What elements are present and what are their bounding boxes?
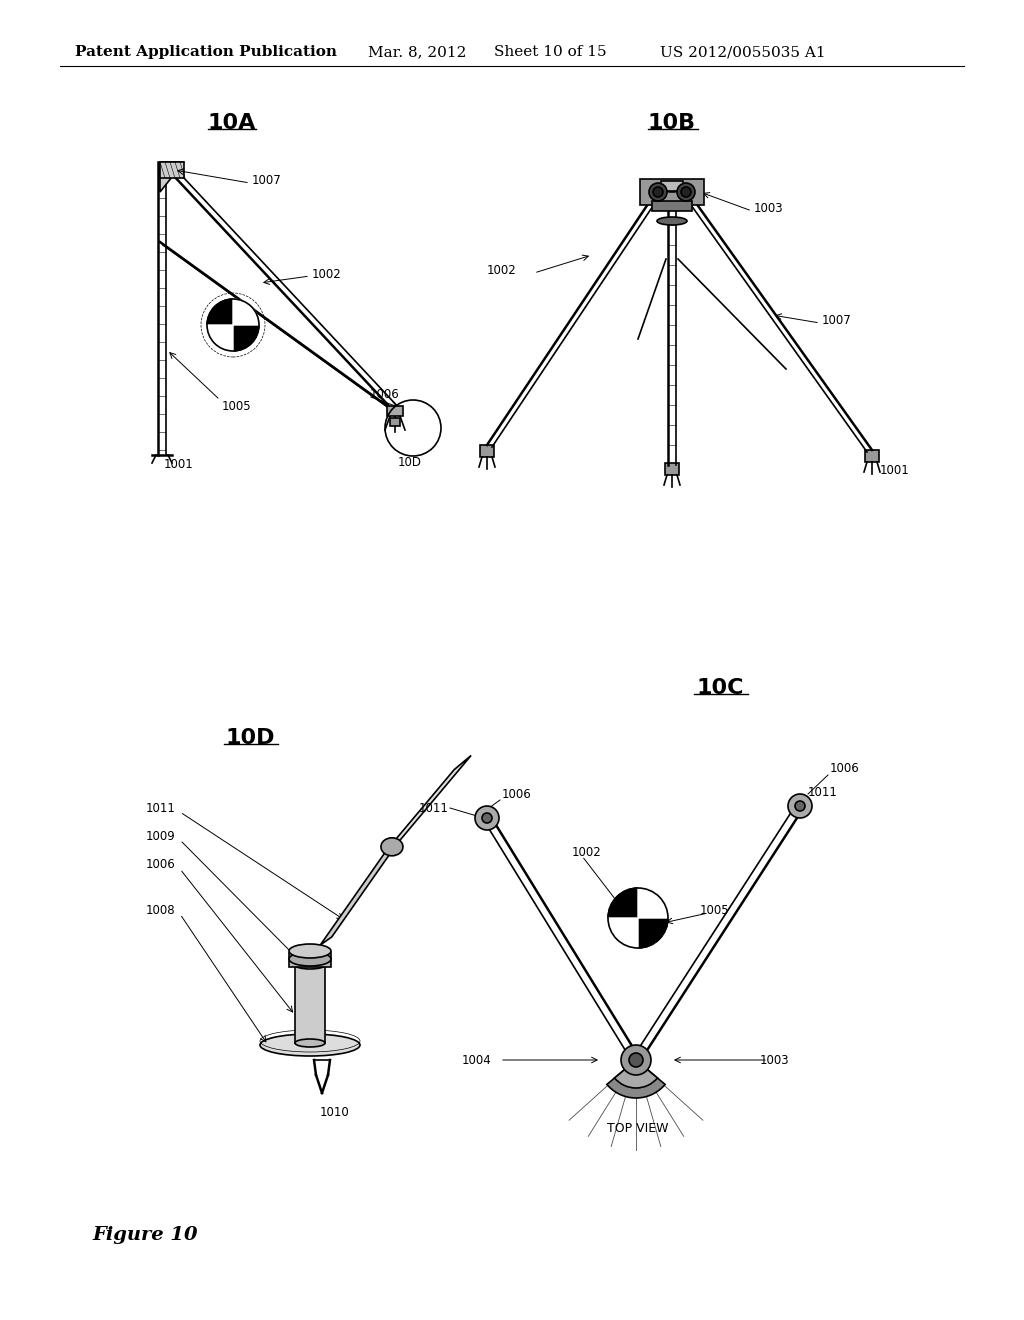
Circle shape	[649, 183, 667, 201]
Text: 1006: 1006	[830, 762, 860, 775]
Text: TOP VIEW: TOP VIEW	[607, 1122, 669, 1134]
Text: 1006: 1006	[370, 388, 399, 400]
Text: 1007: 1007	[822, 314, 852, 327]
Polygon shape	[321, 842, 397, 945]
Bar	[160, 162, 184, 178]
Circle shape	[795, 801, 805, 810]
Circle shape	[475, 807, 499, 830]
Wedge shape	[607, 1060, 666, 1098]
Bar	[480, 445, 494, 457]
Bar	[652, 201, 692, 211]
Bar	[865, 450, 879, 462]
Bar	[295, 965, 325, 1043]
Text: Mar. 8, 2012: Mar. 8, 2012	[368, 45, 466, 59]
Ellipse shape	[289, 944, 331, 958]
Text: 1005: 1005	[700, 903, 730, 916]
Text: Figure 10: Figure 10	[92, 1226, 198, 1243]
Bar	[665, 463, 679, 475]
Text: 1010: 1010	[319, 1106, 350, 1119]
Bar	[662, 181, 683, 191]
Text: 10D: 10D	[398, 455, 422, 469]
Text: 10A: 10A	[208, 114, 256, 133]
Text: 1001: 1001	[164, 458, 194, 470]
Polygon shape	[384, 755, 471, 854]
Circle shape	[681, 187, 691, 197]
Wedge shape	[207, 325, 233, 351]
Text: 1008: 1008	[146, 903, 176, 916]
Text: 1001: 1001	[880, 465, 909, 478]
Text: 10C: 10C	[696, 678, 743, 698]
Ellipse shape	[289, 952, 331, 966]
Bar	[640, 180, 705, 205]
Text: 1002: 1002	[572, 846, 602, 858]
Text: 1009: 1009	[146, 829, 176, 842]
Text: Sheet 10 of 15: Sheet 10 of 15	[494, 45, 606, 59]
Wedge shape	[638, 917, 668, 948]
Text: 1005: 1005	[222, 400, 252, 412]
Bar	[390, 418, 400, 426]
Text: Patent Application Publication: Patent Application Publication	[75, 45, 337, 59]
Text: 1006: 1006	[502, 788, 531, 800]
Ellipse shape	[295, 961, 325, 969]
Text: 1011: 1011	[419, 801, 449, 814]
Text: 1006: 1006	[146, 858, 176, 871]
Wedge shape	[233, 300, 259, 325]
Circle shape	[788, 795, 812, 818]
Text: 1004: 1004	[462, 1053, 492, 1067]
Bar	[387, 407, 403, 416]
Text: 1011: 1011	[146, 801, 176, 814]
Text: 1011: 1011	[808, 785, 838, 799]
Wedge shape	[614, 1060, 657, 1088]
Text: 1003: 1003	[760, 1053, 790, 1067]
Wedge shape	[233, 325, 259, 351]
Ellipse shape	[260, 1034, 360, 1056]
Wedge shape	[608, 888, 638, 917]
Ellipse shape	[662, 182, 683, 191]
Circle shape	[621, 1045, 651, 1074]
Text: 10D: 10D	[225, 729, 274, 748]
Circle shape	[653, 187, 663, 197]
Bar	[289, 953, 331, 968]
Polygon shape	[160, 162, 184, 191]
Text: 1002: 1002	[487, 264, 517, 277]
Text: US 2012/0055035 A1: US 2012/0055035 A1	[660, 45, 825, 59]
Wedge shape	[207, 300, 233, 325]
Text: 1007: 1007	[252, 174, 282, 187]
Circle shape	[629, 1053, 643, 1067]
Ellipse shape	[381, 838, 403, 855]
Text: 1002: 1002	[312, 268, 342, 281]
Circle shape	[677, 183, 695, 201]
Wedge shape	[638, 888, 668, 917]
Wedge shape	[608, 917, 638, 948]
Circle shape	[482, 813, 492, 822]
Text: 10B: 10B	[648, 114, 696, 133]
Text: 1003: 1003	[754, 202, 783, 215]
Ellipse shape	[657, 216, 687, 224]
Ellipse shape	[295, 1039, 325, 1047]
